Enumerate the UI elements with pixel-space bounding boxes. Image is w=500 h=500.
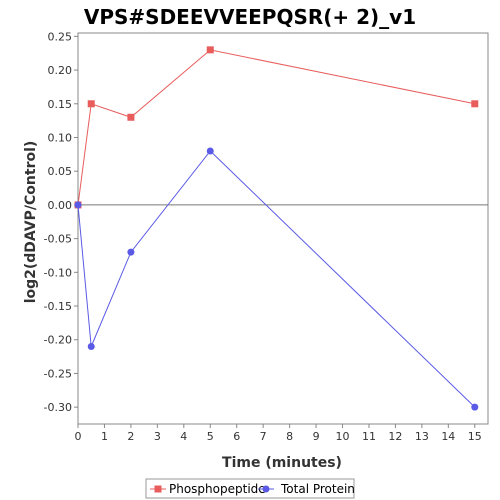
x-tick-label: 2 [127, 430, 134, 443]
y-axis: 0.25 0.20 0.15 0.10 0.05 0.00 -0.05 -0.10 -0.15 -… [44, 30, 78, 414]
x-tick-label: 6 [233, 430, 240, 443]
x-tick-label: 1 [101, 430, 108, 443]
legend: Phosphopeptide Total Protein [145, 478, 355, 499]
y-tick-label: -0.15 [44, 300, 72, 313]
data-point [206, 46, 214, 54]
data-point [87, 100, 95, 108]
legend-marker-0 [154, 485, 162, 493]
x-axis-label: Time (minutes) [222, 455, 342, 471]
y-tick-label: 0.20 [48, 64, 73, 77]
x-tick-label: 13 [415, 430, 429, 443]
data-point [87, 342, 95, 350]
x-tick-label: 9 [313, 430, 320, 443]
data-point [471, 100, 479, 108]
y-tick-label: 0.15 [48, 98, 73, 111]
x-tick-label: 14 [441, 430, 455, 443]
x-axis: 0 1 2 3 4 5 6 7 8 9 10 11 12 13 14 15 [75, 424, 482, 443]
legend-label-0: Phosphopeptide [169, 482, 266, 496]
y-tick-label: -0.25 [44, 367, 72, 380]
y-axis-label: log2(dDAVP/Control) [23, 141, 39, 304]
data-point [74, 201, 82, 209]
data-point [206, 147, 214, 155]
chart-title: VPS#SDEEVVEEPQSR(+ 2)_v1 [84, 5, 416, 29]
series-layer [74, 46, 479, 411]
data-point [127, 113, 135, 121]
x-tick-label: 4 [180, 430, 187, 443]
y-tick-label: -0.10 [44, 266, 72, 279]
x-tick-label: 15 [468, 430, 482, 443]
y-tick-label: -0.20 [44, 334, 72, 347]
x-tick-label: 5 [207, 430, 214, 443]
y-tick-label: 0.05 [48, 165, 73, 178]
y-tick-label: -0.05 [44, 233, 72, 246]
y-tick-label: 0.10 [48, 131, 73, 144]
data-point [127, 248, 135, 256]
x-tick-label: 0 [75, 430, 82, 443]
x-tick-label: 11 [362, 430, 376, 443]
legend-label-1: Total Protein [280, 482, 355, 496]
x-tick-label: 12 [388, 430, 402, 443]
legend-box [145, 478, 355, 499]
x-tick-label: 10 [336, 430, 350, 443]
x-tick-label: 3 [154, 430, 161, 443]
data-point [471, 403, 479, 411]
x-tick-label: 8 [286, 430, 293, 443]
y-tick-label: 0.00 [48, 199, 73, 212]
x-tick-label: 7 [260, 430, 267, 443]
plot-area [77, 32, 489, 425]
legend-marker-1 [262, 485, 270, 493]
y-tick-label: -0.30 [44, 401, 72, 414]
y-tick-label: 0.25 [48, 30, 73, 43]
